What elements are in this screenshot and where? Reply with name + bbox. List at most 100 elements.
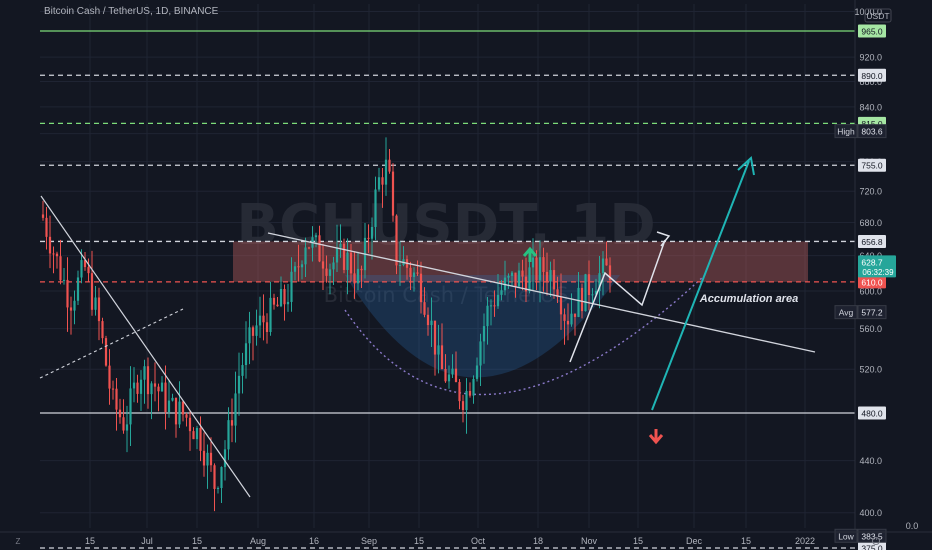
- candle-body: [220, 467, 223, 489]
- candle: [349, 244, 353, 282]
- candle-body: [97, 297, 101, 322]
- level-tag-label: 755.0: [861, 161, 883, 171]
- candle-body: [73, 300, 76, 311]
- level-tag[interactable]: [858, 406, 886, 420]
- candle-body: [528, 267, 531, 292]
- candle: [353, 251, 356, 299]
- candle: [566, 303, 570, 341]
- candle-body: [325, 268, 328, 276]
- candle: [377, 167, 381, 192]
- candle-body: [598, 273, 601, 291]
- candle-body: [83, 260, 87, 268]
- time-tick-label: Oct: [471, 536, 486, 546]
- marker-value: [857, 305, 887, 320]
- settings-icon[interactable]: [872, 537, 880, 545]
- candle-body: [237, 375, 241, 394]
- candle-body: [447, 374, 451, 382]
- candle-body: [62, 279, 66, 281]
- candle: [608, 257, 612, 293]
- level-tag[interactable]: [858, 541, 886, 550]
- candle: [346, 238, 349, 295]
- horizontal-levels: [40, 30, 855, 549]
- watermark: BCHUSDT, 1D Bitcoin Cash / TetherUS: [236, 193, 655, 307]
- candle: [265, 313, 269, 344]
- candle: [556, 276, 559, 303]
- candle-body: [332, 262, 335, 270]
- candle-body: [153, 383, 157, 387]
- candle: [409, 261, 412, 290]
- candle-body: [251, 327, 255, 336]
- candle-body: [566, 320, 570, 325]
- time-axis: 15 Jul 15 Aug 16 Sep 15 Oct 18 Nov 15 Dec 15 2022 Z: [0, 531, 932, 546]
- candle: [321, 243, 325, 290]
- candle-body: [181, 401, 185, 415]
- price-tick-label: 1000.0: [854, 7, 882, 17]
- candle-body: [377, 177, 381, 190]
- candle-body: [391, 171, 395, 216]
- time-tick-label: Aug: [250, 536, 266, 546]
- candle: [370, 217, 374, 260]
- candle: [206, 444, 209, 489]
- level-tag-label: 890.0: [861, 71, 883, 81]
- level-tag[interactable]: [858, 275, 886, 289]
- candle: [507, 273, 510, 289]
- candle-body: [76, 277, 80, 301]
- candle: [83, 252, 87, 271]
- candle-body: [353, 273, 356, 284]
- candle: [486, 297, 489, 345]
- candle-body: [230, 420, 234, 426]
- candle: [202, 432, 206, 477]
- candle: [76, 270, 80, 305]
- candle-body: [398, 264, 402, 266]
- price-tick-label: 680.0: [859, 218, 882, 228]
- candle-body: [258, 315, 262, 326]
- candle-body: [146, 366, 150, 395]
- candle: [241, 352, 244, 394]
- target-arrow-line: [651, 160, 750, 411]
- candle: [367, 224, 370, 253]
- candle-body: [381, 177, 384, 185]
- candle: [328, 263, 332, 295]
- candle: [342, 238, 346, 274]
- candle-body: [559, 297, 563, 315]
- candle-body: [605, 258, 608, 266]
- candle: [521, 259, 524, 291]
- candle: [594, 278, 598, 296]
- candle-body: [262, 315, 265, 323]
- candle-body: [272, 297, 276, 305]
- candle: [531, 238, 535, 291]
- candle: [118, 398, 122, 424]
- candle: [524, 257, 528, 302]
- candle: [104, 335, 108, 367]
- candle-body: [241, 365, 244, 376]
- candle: [552, 259, 556, 299]
- candle: [62, 268, 66, 285]
- candle-body: [279, 288, 283, 307]
- candle: [171, 393, 174, 402]
- level-tag[interactable]: [858, 68, 886, 82]
- target-arrow-head: [737, 156, 755, 176]
- candle-body: [139, 379, 143, 394]
- candle-body: [549, 270, 552, 282]
- candle-body: [573, 313, 577, 317]
- candle: [339, 224, 342, 258]
- candle-body: [507, 275, 510, 278]
- current-price-tag[interactable]: [858, 255, 896, 278]
- candle: [279, 276, 283, 308]
- candle: [269, 281, 272, 336]
- candle-body: [444, 369, 447, 382]
- level-tag[interactable]: [858, 234, 886, 248]
- level-tag[interactable]: [858, 158, 886, 172]
- candle-body: [356, 268, 360, 284]
- level-tag[interactable]: [858, 24, 886, 38]
- candle-body: [304, 247, 307, 265]
- candle: [419, 261, 423, 314]
- candle: [461, 394, 465, 423]
- candle: [325, 255, 328, 283]
- candle: [73, 290, 76, 325]
- candle: [517, 262, 521, 288]
- time-tick-label: 15: [85, 536, 95, 546]
- candle-body: [416, 272, 419, 274]
- candle-body: [601, 258, 605, 274]
